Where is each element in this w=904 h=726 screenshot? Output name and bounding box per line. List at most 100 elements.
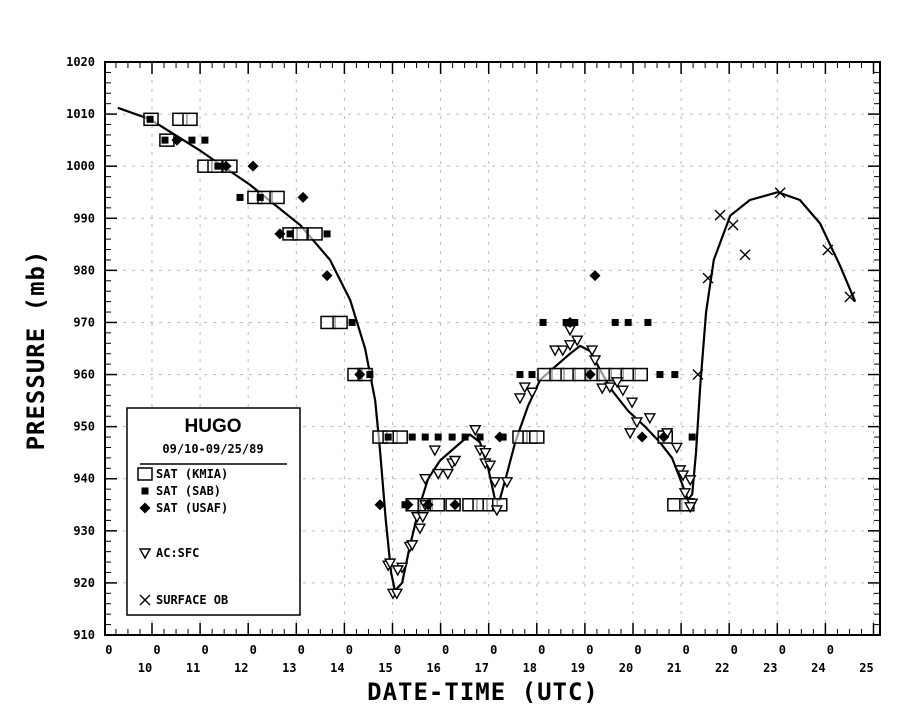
plot-frame — [104, 61, 881, 636]
data-point — [247, 160, 259, 172]
data-point — [434, 433, 442, 441]
data-point — [416, 512, 429, 524]
data-point — [490, 505, 504, 517]
data-point — [494, 431, 506, 443]
data-point — [616, 385, 630, 397]
legend-title: HUGO — [185, 416, 242, 437]
x-hour-label: 0 — [153, 643, 160, 657]
data-point — [201, 136, 209, 144]
data-point — [739, 249, 751, 261]
data-point — [658, 431, 670, 443]
data-point — [220, 160, 232, 172]
x-day-label: 25 — [859, 661, 873, 675]
data-point — [449, 499, 461, 511]
x-hour-label: 0 — [682, 643, 689, 657]
data-point — [419, 474, 432, 486]
data-point — [332, 315, 348, 330]
x-hour-label: 0 — [538, 643, 545, 657]
data-point — [402, 499, 414, 511]
data-point — [822, 244, 834, 256]
data-point — [630, 417, 644, 429]
legend-open-square-icon — [137, 467, 153, 481]
data-point — [774, 187, 786, 199]
data-point — [518, 382, 531, 394]
x-day-label: 11 — [186, 661, 200, 675]
legend-item: AC:SFC — [138, 546, 199, 560]
legend-x-icon — [139, 594, 151, 606]
y-tick-label: 980 — [73, 263, 95, 277]
data-point — [392, 430, 408, 444]
data-point — [673, 465, 687, 477]
x-hour-label: 0 — [634, 643, 641, 657]
legend-label: SAT (SAB) — [156, 484, 221, 498]
x-day-label: 24 — [811, 661, 825, 675]
data-point — [321, 270, 333, 282]
x-hour-label: 0 — [779, 643, 786, 657]
x-hour-label: 0 — [731, 643, 738, 657]
x-hour-label: 0 — [586, 643, 593, 657]
data-point — [636, 431, 648, 443]
legend-item: SAT (USAF) — [139, 501, 228, 515]
x-hour-label: 0 — [298, 643, 305, 657]
series-sat-sab — [146, 115, 696, 509]
data-point — [584, 369, 596, 381]
y-tick-label: 950 — [73, 420, 95, 434]
x-tick-labels: 0 0 0 0 0 0 0 0 0 0 0 0 0 0 0 010 11 12 13 14 15 16 17 18 19 20 21… — [105, 643, 873, 675]
legend-label: AC:SFC — [156, 546, 199, 560]
data-point — [611, 318, 619, 326]
data-point — [188, 136, 196, 144]
data-point — [448, 433, 456, 441]
data-point — [269, 190, 285, 205]
legend-date-range: 09/10-09/25/89 — [162, 442, 263, 456]
x-hour-label: 0 — [394, 643, 401, 657]
data-point — [688, 433, 696, 441]
data-point — [214, 162, 222, 170]
legend-item: SURFACE OB — [139, 593, 228, 607]
data-point — [727, 219, 739, 231]
data-point — [563, 340, 577, 352]
data-point — [644, 318, 652, 326]
data-point — [461, 433, 469, 441]
series-surface-ob — [692, 187, 856, 381]
data-point — [684, 475, 697, 487]
data-point — [500, 477, 514, 489]
data-point — [624, 318, 632, 326]
data-point — [539, 318, 547, 326]
data-point — [406, 540, 419, 552]
data-points — [143, 112, 856, 600]
x-day-label: 18 — [523, 661, 537, 675]
data-point — [656, 371, 664, 379]
data-point — [548, 345, 562, 357]
x-day-label: 13 — [282, 661, 296, 675]
data-point — [182, 112, 198, 127]
data-point — [516, 371, 524, 379]
data-point — [585, 345, 599, 357]
data-point — [513, 393, 527, 405]
x-day-label: 21 — [667, 661, 681, 675]
y-tick-label: 920 — [73, 576, 95, 590]
y-tick-label: 960 — [73, 368, 95, 382]
data-point — [448, 455, 462, 467]
data-point — [236, 193, 244, 201]
data-point — [413, 523, 427, 535]
data-point — [670, 442, 683, 454]
data-point — [564, 316, 576, 328]
data-point — [589, 270, 601, 282]
data-point — [479, 447, 492, 460]
legend-label: SURFACE OB — [156, 593, 228, 607]
x-hour-label: 0 — [442, 643, 449, 657]
data-point — [702, 272, 714, 284]
legend: HUGO 09/10-09/25/89 SAT (KMIA) SAT (SAB) S… — [126, 407, 301, 616]
x-hour-label: 0 — [250, 643, 257, 657]
data-point — [384, 433, 392, 441]
data-point — [844, 291, 856, 303]
data-point — [588, 355, 602, 367]
x-hour-label: 0 — [201, 643, 208, 657]
data-point — [529, 430, 545, 444]
data-point — [476, 433, 484, 441]
data-point — [671, 371, 679, 379]
x-day-label: 15 — [378, 661, 392, 675]
data-point — [171, 134, 183, 146]
x-hour-label: 0 — [827, 643, 834, 657]
data-point — [469, 425, 482, 437]
